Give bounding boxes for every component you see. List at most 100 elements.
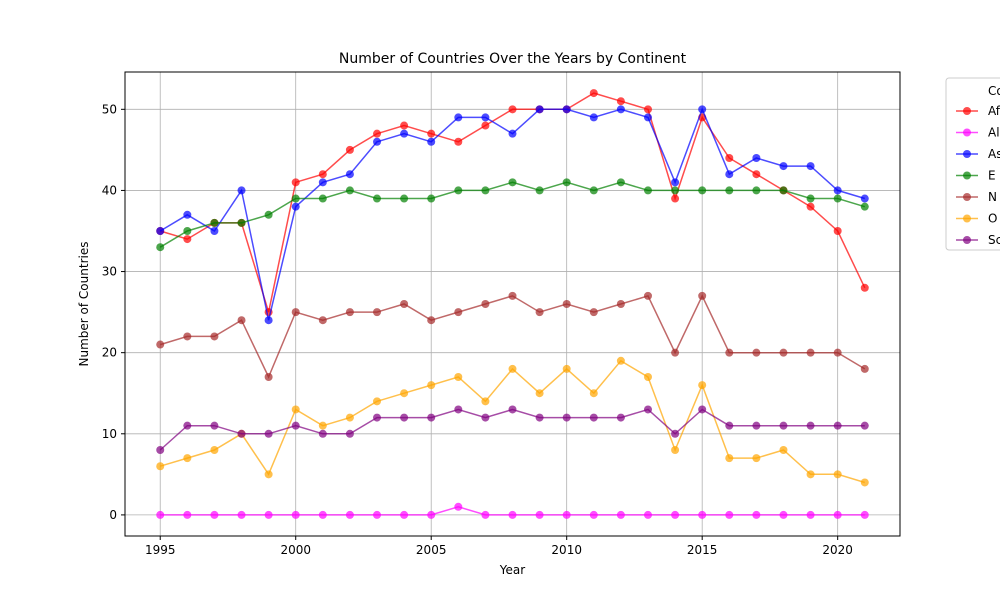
y-tick-label: 0 (109, 508, 117, 522)
data-point (237, 429, 246, 438)
data-point (400, 194, 409, 203)
data-point (508, 105, 517, 114)
data-point (183, 421, 192, 430)
data-point (210, 421, 219, 430)
data-point (318, 421, 327, 430)
data-point (643, 105, 652, 114)
data-point (210, 226, 219, 235)
legend-item: O (956, 212, 997, 226)
data-point (698, 291, 707, 300)
x-tick-label: 2000 (280, 543, 311, 557)
data-point (671, 348, 680, 357)
x-tick-label: 2020 (822, 543, 853, 557)
data-point (183, 332, 192, 341)
data-point (752, 454, 761, 463)
data-point (643, 373, 652, 382)
legend-marker (963, 193, 971, 201)
data-point (400, 300, 409, 308)
data-point (264, 470, 273, 479)
data-point (156, 226, 165, 235)
legend-item: Al (956, 126, 1000, 140)
data-point (427, 510, 436, 519)
legend-marker (963, 236, 971, 244)
data-point (427, 194, 436, 203)
data-point (345, 308, 354, 317)
data-point (616, 300, 625, 308)
data-point (535, 186, 544, 195)
data-point (183, 510, 192, 519)
data-point (616, 413, 625, 422)
data-point (752, 421, 761, 430)
data-point (752, 170, 761, 179)
series-Al (156, 502, 869, 519)
legend-box (945, 77, 1000, 251)
x-tick-label: 1995 (145, 543, 176, 557)
data-point (589, 389, 598, 398)
data-point (562, 300, 571, 308)
series-line (159, 92, 866, 313)
legend-marker (963, 128, 971, 137)
data-point (806, 348, 815, 357)
data-point (210, 446, 219, 455)
data-point (725, 170, 734, 179)
data-point (752, 153, 761, 162)
data-point (535, 510, 544, 519)
y-tick-label: 20 (102, 346, 117, 360)
data-point (454, 137, 463, 146)
x-axis-label: Year (499, 563, 525, 577)
data-point (508, 291, 517, 300)
data-point (454, 113, 463, 122)
data-point (589, 510, 598, 519)
legend: Co Af Al As ENO Sc (945, 77, 1000, 251)
legend-label: N (988, 190, 997, 204)
data-point (427, 381, 436, 390)
data-point (291, 194, 300, 203)
data-point (589, 89, 598, 98)
data-point (589, 113, 598, 122)
data-point (210, 332, 219, 341)
series-Sc (156, 405, 869, 455)
data-point (264, 429, 273, 438)
data-point (400, 389, 409, 398)
data-point (589, 413, 598, 422)
data-point (508, 178, 517, 187)
data-point (725, 348, 734, 357)
data-point (318, 194, 327, 203)
data-point (264, 316, 273, 325)
data-point (860, 478, 869, 487)
data-point (373, 510, 382, 519)
data-point (427, 129, 436, 138)
data-point (481, 113, 490, 122)
data-point (833, 421, 842, 430)
data-point (752, 186, 761, 195)
data-point (616, 510, 625, 519)
x-tick-label: 2015 (687, 543, 718, 557)
data-point (291, 510, 300, 519)
data-point (345, 170, 354, 179)
legend-marker (963, 150, 971, 158)
data-point (291, 405, 300, 414)
y-tick-label: 50 (102, 102, 117, 116)
legend-title: Co (988, 84, 1000, 98)
data-point (373, 397, 382, 406)
data-point (318, 170, 327, 179)
series-layer (156, 89, 869, 519)
legend-item: Af (956, 104, 1000, 118)
data-point (345, 510, 354, 519)
legend-item: As (956, 147, 1000, 161)
data-point (833, 186, 842, 195)
x-tick-label: 2005 (416, 543, 447, 557)
data-point (562, 413, 571, 422)
legend-marker (963, 171, 971, 180)
data-point (481, 300, 490, 308)
data-point (562, 364, 571, 373)
data-point (806, 194, 815, 203)
data-point (345, 429, 354, 438)
legend-label: As (988, 147, 1000, 161)
legend-items: Af Al As ENO Sc (956, 104, 1000, 247)
data-point (860, 283, 869, 292)
data-point (210, 218, 219, 227)
data-point (643, 113, 652, 122)
data-point (237, 316, 246, 325)
legend-item: E (956, 169, 996, 183)
